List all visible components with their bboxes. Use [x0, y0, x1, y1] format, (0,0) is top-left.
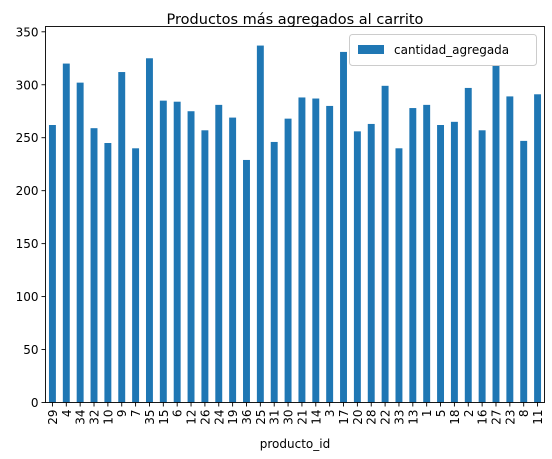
bar — [48, 125, 56, 403]
x-axis-label: producto_id — [260, 437, 330, 451]
y-tick-label: 0 — [31, 396, 39, 410]
x-tick-label: 22 — [379, 410, 393, 425]
x-tick-label: 17 — [337, 410, 351, 425]
legend-swatch — [358, 45, 384, 54]
bar — [298, 97, 306, 403]
x-tick-label: 24 — [212, 410, 226, 425]
x-tick-label: 21 — [295, 410, 309, 425]
bar — [409, 108, 417, 403]
legend-box — [349, 34, 537, 66]
x-tick-label: 30 — [282, 410, 296, 425]
bar — [353, 131, 361, 403]
bar — [478, 130, 486, 403]
bar — [464, 87, 472, 403]
y-tick-label: 100 — [16, 290, 39, 304]
x-tick-label: 19 — [226, 410, 240, 425]
bar — [173, 101, 181, 403]
x-tick-label: 23 — [503, 410, 517, 425]
y-tick-label: 200 — [16, 184, 39, 198]
bar — [492, 60, 500, 403]
x-tick-label: 34 — [74, 410, 88, 425]
bar — [270, 141, 278, 403]
x-tick-label: 10 — [101, 410, 115, 425]
bar — [201, 130, 209, 403]
bar — [104, 143, 112, 403]
bar — [381, 85, 389, 403]
bar — [367, 123, 375, 403]
bars-group — [48, 45, 542, 403]
bar — [243, 159, 250, 403]
bar — [450, 121, 458, 403]
x-tick-label: 33 — [392, 410, 406, 425]
bar — [132, 148, 140, 403]
x-tick-label: 36 — [240, 410, 254, 425]
bar — [159, 100, 167, 403]
bar — [215, 104, 223, 403]
x-tick-label: 35 — [143, 410, 157, 425]
x-tick-label: 15 — [157, 410, 171, 425]
x-tick-label: 26 — [198, 410, 212, 425]
x-tick-label: 20 — [351, 410, 365, 425]
bar — [145, 58, 153, 403]
y-tick-label: 150 — [16, 237, 39, 251]
x-tick-label: 12 — [185, 410, 199, 425]
bar — [534, 94, 542, 403]
bar — [118, 72, 126, 403]
legend-label: cantidad_agregada — [394, 43, 509, 57]
x-tick-label: 7 — [129, 410, 143, 418]
y-tick-label: 250 — [16, 131, 39, 145]
x-tick-label: 1 — [420, 410, 434, 418]
x-tick-label: 29 — [46, 410, 60, 425]
plot-frame — [45, 26, 545, 403]
x-tick-label: 11 — [531, 410, 545, 425]
x-tick-label: 5 — [434, 410, 448, 418]
bar — [312, 98, 320, 403]
y-tick-label: 350 — [16, 25, 39, 39]
x-tick-label: 8 — [517, 410, 531, 418]
bar — [437, 125, 445, 403]
bar — [187, 111, 195, 403]
bar — [284, 118, 292, 403]
x-tick-label: 14 — [309, 410, 323, 425]
bar — [326, 105, 334, 403]
x-tick-label: 9 — [115, 410, 129, 418]
bar — [256, 45, 264, 403]
bar — [395, 148, 403, 403]
x-tick-label: 25 — [254, 410, 268, 425]
x-tick-label: 3 — [323, 410, 337, 418]
chart-title: Productos más agregados al carrito — [167, 12, 424, 28]
x-tick-label: 16 — [476, 410, 490, 425]
bar — [90, 128, 98, 403]
y-axis: 0 50 100 150 200 250 300 350 — [16, 25, 46, 410]
x-tick-label: 4 — [60, 410, 74, 418]
x-axis: 29 4 34 32 10 9 7 35 15 6 12 26 24 19 36 25 31 30 21 14 3 17 2… — [46, 402, 545, 425]
x-tick-label: 18 — [448, 410, 462, 425]
bar — [76, 82, 84, 403]
bar — [506, 96, 514, 403]
x-tick-label: 6 — [171, 410, 185, 418]
legend: cantidad_agregada — [349, 34, 537, 66]
x-tick-label: 28 — [365, 410, 379, 425]
x-tick-label: 13 — [406, 410, 420, 425]
y-tick-label: 300 — [16, 78, 39, 92]
bar — [423, 104, 431, 403]
x-tick-label: 31 — [268, 410, 282, 425]
bar — [340, 51, 347, 403]
bar — [62, 63, 70, 403]
x-tick-label: 32 — [88, 410, 102, 425]
x-tick-label: 2 — [462, 410, 476, 418]
bar — [229, 117, 237, 403]
bar — [520, 140, 528, 403]
y-tick-label: 50 — [23, 343, 38, 357]
x-tick-label: 27 — [489, 410, 503, 425]
